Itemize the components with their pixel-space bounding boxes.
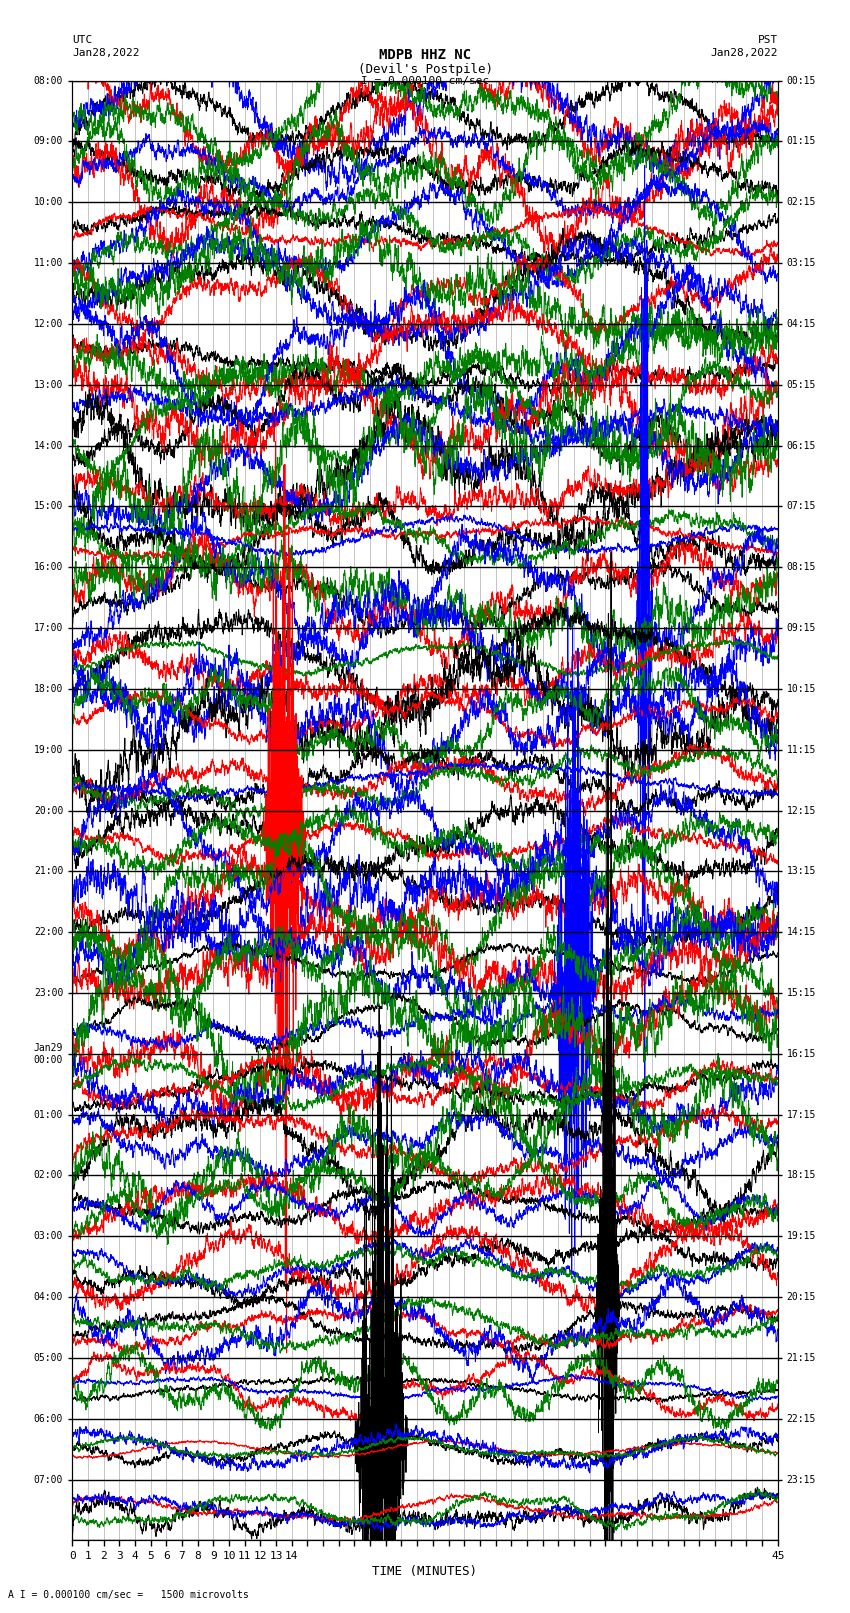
X-axis label: TIME (MINUTES): TIME (MINUTES) (372, 1565, 478, 1578)
Text: Jan28,2022: Jan28,2022 (711, 48, 778, 58)
Text: Jan28,2022: Jan28,2022 (72, 48, 139, 58)
Text: I = 0.000100 cm/sec: I = 0.000100 cm/sec (361, 76, 489, 85)
Text: A I = 0.000100 cm/sec =   1500 microvolts: A I = 0.000100 cm/sec = 1500 microvolts (8, 1590, 249, 1600)
Text: PST: PST (757, 35, 778, 45)
Text: (Devil's Postpile): (Devil's Postpile) (358, 63, 492, 76)
Text: MDPB HHZ NC: MDPB HHZ NC (379, 48, 471, 63)
Text: UTC: UTC (72, 35, 93, 45)
